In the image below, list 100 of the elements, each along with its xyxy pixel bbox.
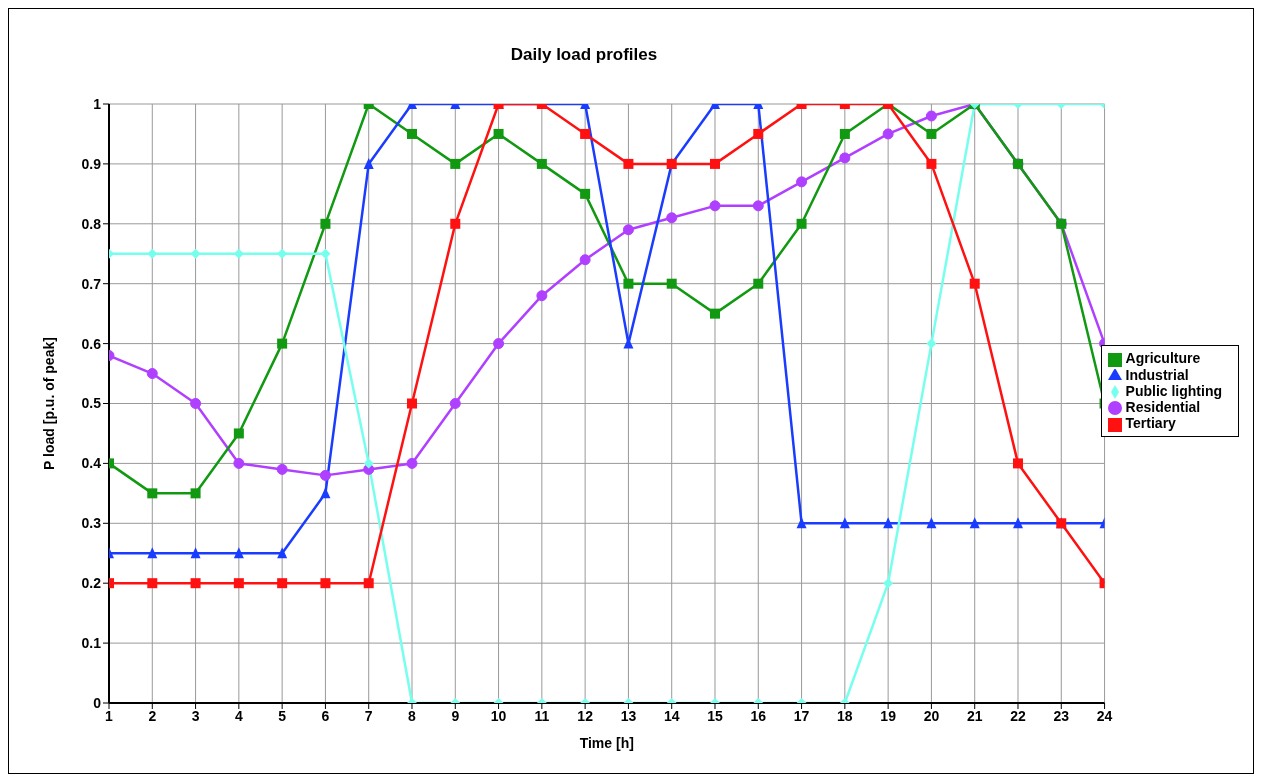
point <box>407 398 417 409</box>
y-axis-title: P load [p.u. of peak] <box>40 337 57 470</box>
point <box>320 578 331 589</box>
y-tick-label: 0.8 <box>81 215 102 232</box>
point <box>753 278 764 289</box>
point <box>710 158 720 169</box>
point <box>753 128 764 139</box>
point <box>1012 517 1023 529</box>
x-tick-label: 2 <box>148 707 157 724</box>
y-tick-label: 0.1 <box>81 635 102 652</box>
point <box>277 578 288 589</box>
point <box>320 487 331 499</box>
point <box>493 128 504 139</box>
point <box>406 457 418 469</box>
chart-title: Daily load profiles <box>509 45 659 65</box>
point <box>580 188 591 199</box>
legend-label: Public lighting <box>1125 382 1222 399</box>
point <box>969 517 980 529</box>
point <box>623 158 634 169</box>
point <box>147 578 158 589</box>
x-tick-label: 13 <box>620 707 637 724</box>
point <box>969 278 980 289</box>
x-tick-label: 14 <box>663 707 680 724</box>
point <box>276 463 288 475</box>
point <box>190 488 201 499</box>
x-tick-label: 7 <box>364 707 373 724</box>
point <box>839 517 850 529</box>
x-tick-label: 15 <box>707 707 723 724</box>
x-tick-label: 18 <box>837 707 853 724</box>
point <box>796 218 807 229</box>
point <box>233 578 244 589</box>
x-tick-label: 9 <box>451 707 460 724</box>
point <box>190 248 201 259</box>
x-tick-label: 19 <box>880 707 897 724</box>
point <box>709 200 721 212</box>
point <box>882 128 894 140</box>
point <box>363 578 374 589</box>
point <box>190 547 201 559</box>
y-tick-label: 0.3 <box>81 515 102 532</box>
point <box>147 248 158 259</box>
point <box>493 338 505 350</box>
point <box>926 338 937 349</box>
point <box>839 152 851 164</box>
y-tick-label: 0.6 <box>81 335 102 352</box>
x-tick-label: 6 <box>321 707 330 724</box>
point <box>580 128 591 139</box>
x-tick-label: 3 <box>191 707 200 724</box>
y-tick-label: 0.7 <box>81 275 102 292</box>
point <box>450 158 461 169</box>
point <box>450 218 461 229</box>
point <box>233 547 244 559</box>
x-tick-label: 1 <box>105 707 114 724</box>
point <box>666 278 677 289</box>
point <box>1012 458 1023 469</box>
legend-label: Agriculture <box>1125 350 1201 367</box>
point <box>277 338 288 349</box>
point <box>233 428 244 439</box>
point <box>926 517 937 529</box>
legend-label: Residential <box>1125 399 1201 416</box>
point <box>666 212 678 224</box>
point <box>320 248 331 259</box>
point <box>623 278 634 289</box>
x-tick-label: 22 <box>1010 707 1026 724</box>
point <box>363 458 374 469</box>
y-tick-label: 0 <box>93 694 102 711</box>
x-tick-label: 11 <box>534 707 550 724</box>
x-tick-label: 16 <box>750 707 767 724</box>
point <box>579 254 591 266</box>
point <box>926 128 937 139</box>
x-tick-label: 17 <box>793 707 810 724</box>
point <box>190 578 201 589</box>
y-tick-label: 0.9 <box>81 155 102 172</box>
x-tick-label: 5 <box>278 707 287 724</box>
x-tick-label: 24 <box>1096 707 1113 724</box>
x-tick-label: 10 <box>490 707 507 724</box>
point <box>407 128 417 139</box>
x-tick-label: 12 <box>577 707 594 724</box>
point <box>796 517 807 529</box>
y-tick-label: 0.5 <box>81 395 102 412</box>
point <box>147 547 158 559</box>
point <box>277 547 288 559</box>
x-tick-label: 23 <box>1053 707 1070 724</box>
point <box>883 517 894 529</box>
point <box>147 488 158 499</box>
point <box>622 224 634 236</box>
x-tick-label: 4 <box>234 707 243 724</box>
point <box>320 218 331 229</box>
point <box>146 368 158 380</box>
point <box>926 158 937 169</box>
point <box>883 578 894 589</box>
y-tick-label: 1 <box>93 95 102 112</box>
point <box>925 110 937 122</box>
x-tick-label: 20 <box>923 707 940 724</box>
point <box>190 398 202 409</box>
point <box>710 308 720 319</box>
point <box>363 157 374 169</box>
x-axis-title: Time [h] <box>579 735 634 751</box>
point <box>536 290 548 302</box>
point <box>536 158 547 169</box>
legend-label: Industrial <box>1125 366 1189 383</box>
